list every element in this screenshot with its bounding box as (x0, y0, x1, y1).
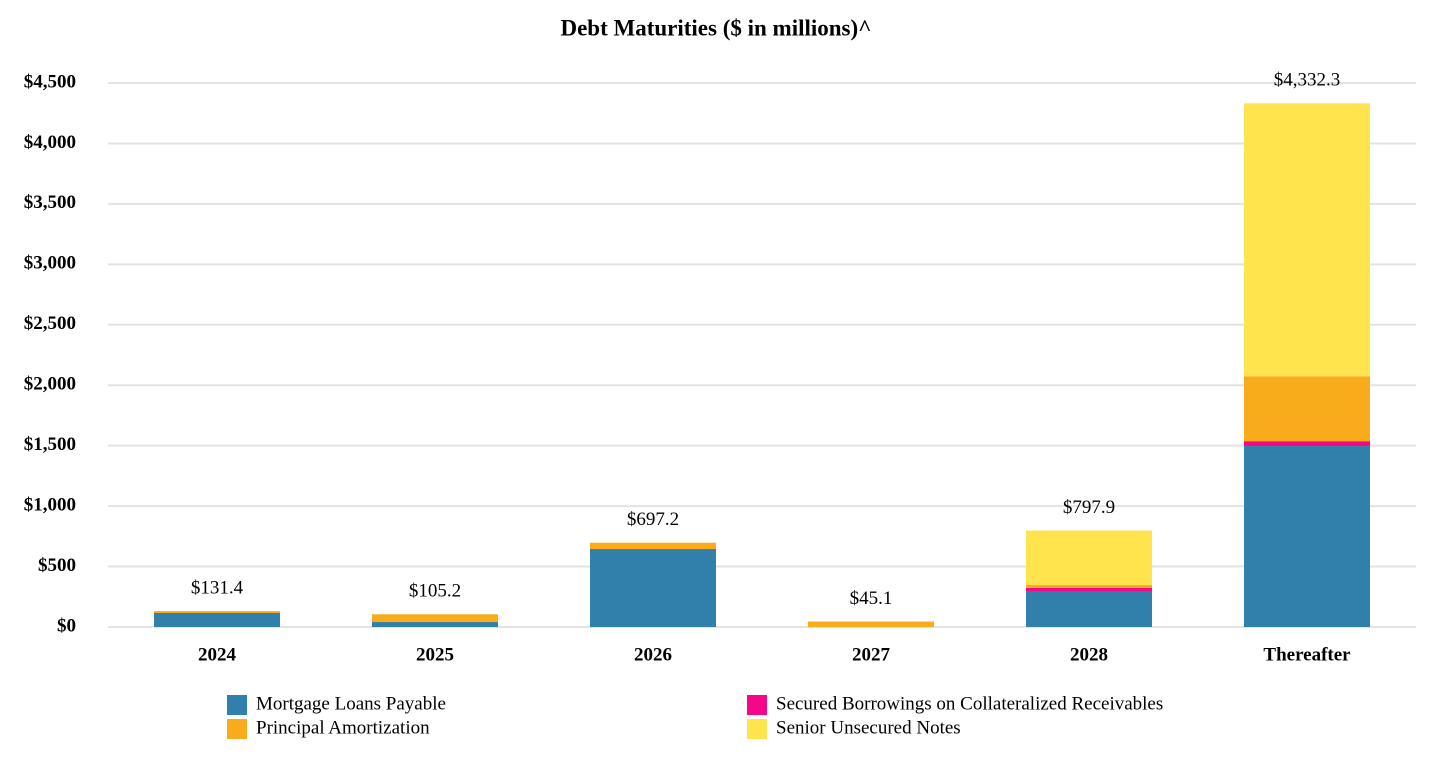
legend-label: Senior Unsecured Notes (776, 717, 961, 738)
y-tick-label: $4,500 (24, 71, 76, 92)
bar-segment (372, 622, 498, 627)
y-tick-label: $1,500 (24, 434, 76, 455)
total-label: $4,332.3 (1274, 70, 1341, 91)
bar-segment (1244, 446, 1370, 627)
y-tick-label: $1,000 (24, 494, 76, 515)
legend-swatch (747, 719, 767, 739)
y-tick-label: $4,000 (24, 132, 76, 153)
y-tick-label: $2,500 (24, 313, 76, 334)
y-tick-label: $2,000 (24, 374, 76, 395)
legend-label: Mortgage Loans Payable (256, 693, 446, 714)
total-label: $105.2 (409, 581, 461, 602)
chart-title: Debt Maturities ($ in millions)^ (560, 15, 871, 40)
total-label: $697.2 (627, 509, 679, 530)
bar-segment (1244, 376, 1370, 442)
bar-segment (372, 614, 498, 623)
y-tick-label: $3,500 (24, 192, 76, 213)
x-tick-label: 2025 (416, 644, 454, 665)
bar-segment (1026, 530, 1152, 585)
x-tick-label: 2028 (1070, 644, 1108, 665)
legend-label: Secured Borrowings on Collateralized Rec… (776, 693, 1163, 714)
bar-segment (590, 549, 716, 627)
bar-segment (1244, 103, 1370, 377)
y-tick-label: $500 (38, 555, 76, 576)
bar-segment (1026, 590, 1152, 627)
y-tick-label: $0 (57, 615, 76, 636)
bar-segment (808, 621, 934, 627)
total-label: $131.4 (191, 577, 244, 598)
bar-segment (154, 612, 280, 627)
total-label: $45.1 (850, 588, 893, 609)
bar-segment (154, 611, 280, 613)
x-tick-label: 2026 (634, 644, 672, 665)
bar-segment (1244, 441, 1370, 447)
bar-segment (590, 542, 716, 550)
total-label: $797.9 (1063, 497, 1115, 518)
x-tick-label: Thereafter (1263, 644, 1351, 665)
y-tick-label: $3,000 (24, 253, 76, 274)
legend-label: Principal Amortization (256, 717, 430, 738)
legend-swatch (227, 719, 247, 739)
x-tick-label: 2024 (198, 644, 237, 665)
x-tick-label: 2027 (852, 644, 891, 665)
bar-segment (1026, 584, 1152, 588)
bar-segment (1026, 587, 1152, 591)
legend-swatch (747, 695, 767, 715)
legend-swatch (227, 695, 247, 715)
